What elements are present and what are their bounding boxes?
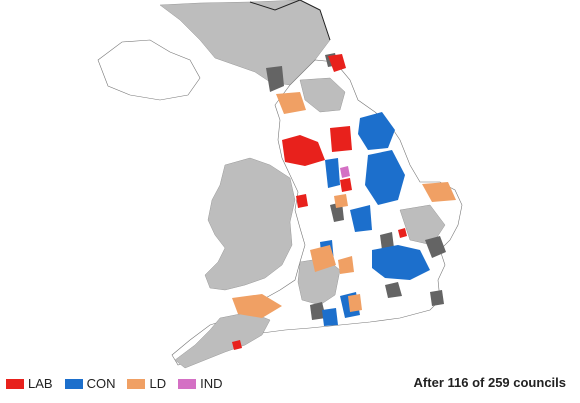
lab-area-6	[398, 228, 407, 238]
con-area-1	[358, 112, 395, 150]
ld-area-7	[348, 294, 362, 312]
legend-item-ind: IND	[178, 376, 222, 391]
legend-swatch-ld	[127, 378, 146, 389]
noc-area-1	[266, 66, 284, 92]
south-west-grey	[174, 311, 271, 369]
lab-area-7	[232, 340, 242, 350]
legend-label-lab: LAB	[28, 376, 53, 391]
con-area-7	[322, 308, 338, 326]
cumbria-grey	[299, 77, 346, 113]
councils-declared-status: After 116 of 259 councils	[413, 375, 566, 390]
lab-area-4	[296, 194, 308, 208]
con-area-2	[365, 150, 405, 205]
ld-area-6	[334, 194, 348, 208]
con-area-5	[372, 245, 430, 280]
scotland-outline	[97, 39, 201, 101]
legend-item-lab: LAB	[6, 376, 53, 391]
legend-label-ind: IND	[200, 376, 223, 391]
ld-area-1	[276, 92, 306, 114]
legend-item-ld: LD	[127, 376, 166, 391]
noc-area-8	[380, 232, 394, 250]
con-area-4	[350, 205, 372, 232]
legend-label-ld: LD	[149, 376, 167, 391]
ind-area-1	[340, 166, 350, 178]
ld-area-3	[232, 294, 282, 318]
noc-area-7	[430, 290, 444, 306]
noc-area-6	[385, 282, 402, 298]
north-border-outline	[249, 0, 331, 41]
lab-area-1	[328, 54, 346, 72]
east-grey-1	[399, 204, 446, 246]
con-area-3	[325, 158, 340, 188]
legend-swatch-con	[64, 378, 83, 389]
legend-swatch-ind	[178, 378, 197, 389]
legend-label-con: CON	[86, 376, 116, 391]
noc-area-5	[310, 302, 326, 320]
lab-area-3	[330, 126, 352, 152]
lab-area-2	[282, 135, 325, 166]
legend-swatch-lab	[6, 378, 24, 389]
ld-area-4	[310, 245, 336, 272]
ld-area-5	[338, 256, 354, 274]
legend: LAB CON LD IND	[6, 376, 234, 391]
legend-item-con: CON	[64, 376, 116, 391]
noc-area-3	[425, 236, 446, 258]
lab-area-5	[340, 178, 352, 192]
wales-region	[204, 157, 296, 291]
ld-area-2	[422, 182, 456, 202]
